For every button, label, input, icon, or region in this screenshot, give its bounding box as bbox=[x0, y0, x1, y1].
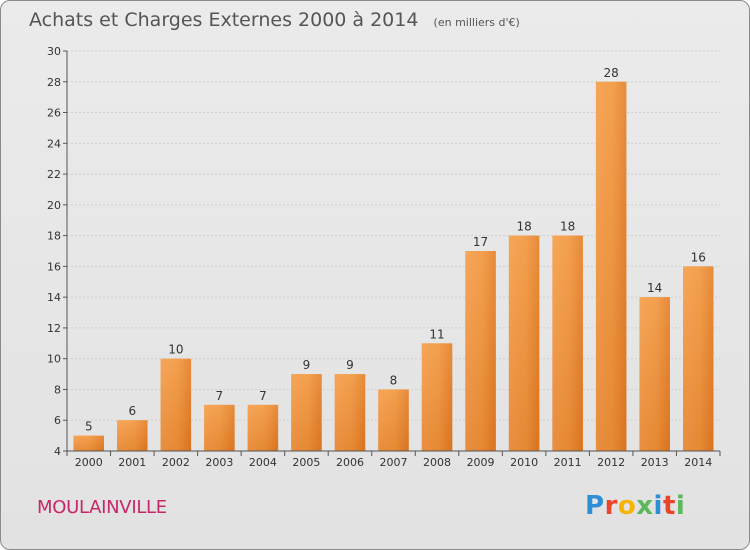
x-tick-label: 2003 bbox=[205, 456, 233, 469]
bar-value-label: 28 bbox=[604, 66, 619, 80]
commune-name: MOULAINVILLE bbox=[37, 497, 167, 518]
y-tick-label: 28 bbox=[47, 76, 61, 89]
x-tick-label: 2010 bbox=[510, 456, 538, 469]
x-tick-label: 2002 bbox=[162, 456, 190, 469]
logo-letter: i bbox=[675, 491, 686, 521]
x-tick-label: 2014 bbox=[684, 456, 712, 469]
bar-value-label: 14 bbox=[647, 281, 662, 295]
bar-value-label: 7 bbox=[216, 389, 224, 403]
chart-title-main: Achats et Charges Externes 2000 à 2014 bbox=[29, 9, 419, 31]
y-tick-label: 14 bbox=[47, 291, 61, 304]
y-axis: 4 6 8 10 12 14 16 18 20 22 24 26 28 30 bbox=[47, 45, 68, 458]
chart-title-unit: (en milliers d'€) bbox=[433, 16, 520, 29]
bar-shade bbox=[378, 389, 409, 451]
y-tick-label: 24 bbox=[47, 137, 61, 150]
bar-shade bbox=[465, 251, 496, 451]
bar-shade bbox=[247, 404, 279, 451]
bar-value-label: 18 bbox=[560, 220, 575, 234]
bar-shade bbox=[595, 81, 627, 452]
bar-shade bbox=[160, 358, 192, 451]
y-tick-label: 16 bbox=[47, 260, 61, 273]
logo-letter: r bbox=[604, 491, 618, 521]
bar-shade bbox=[117, 420, 148, 451]
logo-letter: i bbox=[653, 491, 663, 521]
x-tick-label: 2011 bbox=[554, 456, 582, 469]
y-tick-label: 4 bbox=[54, 445, 61, 458]
bar-value-label: 17 bbox=[473, 235, 488, 249]
bar-value-label: 9 bbox=[303, 358, 311, 372]
y-tick-label: 10 bbox=[47, 353, 61, 366]
x-axis: 2000 2001 2002 2003 2004 2005 2006 2007 2008 2009… bbox=[66, 450, 721, 469]
y-tick-label: 26 bbox=[47, 107, 61, 120]
x-tick-label: 2000 bbox=[75, 456, 103, 469]
proxiti-logo: Proxiti bbox=[585, 491, 685, 521]
x-tick-label: 2009 bbox=[467, 456, 495, 469]
x-tick-label: 2008 bbox=[423, 456, 451, 469]
x-tick-label: 2001 bbox=[118, 456, 146, 469]
y-tick-label: 20 bbox=[47, 199, 61, 212]
bar-shade bbox=[204, 404, 235, 451]
bar-value-label: 6 bbox=[128, 404, 136, 418]
logo-letter: o bbox=[617, 491, 637, 521]
x-tick-label: 2013 bbox=[641, 456, 669, 469]
bar-shade bbox=[682, 266, 714, 451]
bar-shade bbox=[552, 235, 583, 451]
x-tick-label: 2007 bbox=[380, 456, 408, 469]
y-tick-label: 12 bbox=[47, 322, 61, 335]
bars: 5 6 10 7 7 9 9 8 11 17 18 18 28 14 16 bbox=[73, 66, 714, 452]
bar-value-label: 18 bbox=[516, 220, 531, 234]
logo-letter: x bbox=[636, 491, 654, 521]
bar-shade bbox=[421, 343, 453, 451]
bar-shade bbox=[508, 235, 540, 451]
bar-value-label: 5 bbox=[85, 420, 93, 434]
y-tick-label: 8 bbox=[54, 383, 61, 396]
bar-value-label: 16 bbox=[691, 250, 706, 264]
x-tick-label: 2005 bbox=[292, 456, 320, 469]
y-tick-label: 30 bbox=[47, 45, 61, 58]
y-tick-label: 22 bbox=[47, 168, 61, 181]
bar-shade bbox=[73, 435, 105, 451]
bar-value-label: 8 bbox=[390, 373, 398, 387]
y-tick-label: 6 bbox=[54, 414, 61, 427]
bar-shade bbox=[334, 374, 366, 451]
logo-letter: t bbox=[662, 491, 676, 521]
y-tick-label: 18 bbox=[47, 230, 61, 243]
bar-value-label: 9 bbox=[346, 358, 354, 372]
bar-value-label: 10 bbox=[168, 343, 183, 357]
x-tick-label: 2006 bbox=[336, 456, 364, 469]
bar-shade bbox=[291, 374, 322, 451]
x-tick-label: 2004 bbox=[249, 456, 277, 469]
bar-value-label: 11 bbox=[429, 327, 444, 341]
bar-shade bbox=[639, 297, 670, 451]
chart-title: Achats et Charges Externes 2000 à 2014 (… bbox=[29, 9, 520, 31]
logo-letter: P bbox=[585, 491, 605, 521]
x-tick-label: 2012 bbox=[597, 456, 625, 469]
bar-value-label: 7 bbox=[259, 389, 267, 403]
